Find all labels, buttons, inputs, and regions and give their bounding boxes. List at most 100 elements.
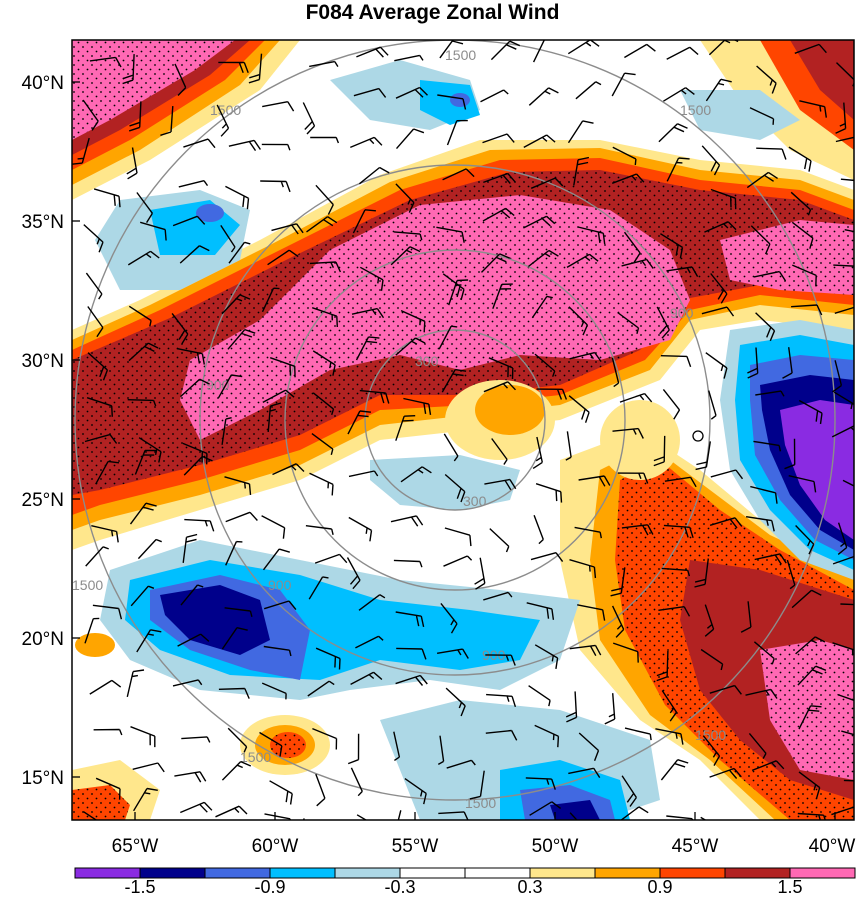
wind-barb bbox=[261, 682, 287, 700]
wind-barb bbox=[660, 759, 689, 781]
wind-barb bbox=[753, 641, 775, 665]
wind-barb bbox=[658, 123, 688, 143]
wind-barb bbox=[488, 357, 514, 380]
wind-barb bbox=[705, 352, 728, 379]
wind-barb bbox=[437, 735, 445, 766]
wind-barb bbox=[611, 72, 636, 97]
wind-barb bbox=[604, 693, 616, 725]
longitude-labels: 65°W 60°W 55°W 50°W 45°W 40°W bbox=[112, 836, 856, 857]
wind-barb bbox=[260, 180, 291, 193]
wind-barb bbox=[482, 207, 515, 222]
wind-barb bbox=[404, 778, 427, 805]
wind-barb bbox=[444, 527, 472, 547]
wind-barb bbox=[574, 526, 602, 539]
wind-barb bbox=[438, 811, 469, 820]
ring-label: 1500 bbox=[240, 749, 271, 765]
wind-barb bbox=[126, 669, 145, 698]
wind-barb bbox=[566, 253, 599, 269]
wind-barb bbox=[791, 589, 822, 609]
wind-barb bbox=[567, 120, 594, 144]
wind-barb bbox=[619, 392, 653, 403]
wind-barb bbox=[221, 627, 248, 650]
wind-barb bbox=[437, 94, 467, 110]
wind-barb bbox=[225, 540, 243, 566]
wind-barb bbox=[747, 347, 759, 379]
wind-barb bbox=[395, 183, 415, 213]
wind-barb bbox=[307, 680, 335, 697]
wind-barb bbox=[394, 54, 424, 62]
wind-barb bbox=[835, 136, 854, 143]
wind-barb bbox=[269, 357, 296, 378]
range-ring-outer bbox=[199, 164, 711, 676]
wind-barb bbox=[664, 476, 697, 488]
wind-barb bbox=[483, 172, 516, 184]
wind-barb bbox=[523, 134, 556, 149]
wind-barb bbox=[122, 54, 135, 85]
longitude-axis bbox=[134, 812, 836, 820]
wind-barb bbox=[130, 726, 156, 748]
wind-barb bbox=[395, 86, 428, 99]
wind-barb bbox=[353, 87, 387, 98]
wind-barb bbox=[666, 157, 690, 182]
wind-barb bbox=[228, 139, 261, 151]
wind-barb bbox=[180, 801, 213, 814]
lat-label: 20°N bbox=[22, 629, 64, 650]
wind-barb bbox=[577, 604, 606, 621]
wind-barb bbox=[624, 43, 656, 59]
wind-barb bbox=[755, 312, 776, 342]
wind-barb bbox=[395, 337, 426, 356]
latitude-labels: 40°N 35°N 30°N 25°N 20°N 15°N bbox=[22, 73, 64, 789]
wind-barb bbox=[351, 307, 385, 319]
wind-barb bbox=[355, 635, 384, 649]
lon-label: 50°W bbox=[532, 836, 579, 857]
wind-barb bbox=[82, 99, 99, 131]
wind-barb bbox=[710, 188, 737, 210]
range-rings bbox=[74, 40, 836, 801]
wind-barb bbox=[746, 171, 778, 189]
wind-barb bbox=[309, 472, 334, 496]
wind-barb bbox=[569, 812, 578, 820]
wind-barb bbox=[754, 553, 787, 565]
wind-barb bbox=[218, 687, 250, 699]
wind-barb bbox=[227, 328, 256, 350]
wind-barb bbox=[160, 106, 174, 136]
wind-barb bbox=[89, 679, 122, 695]
wind-barb bbox=[182, 533, 198, 563]
wind-barb bbox=[492, 283, 513, 309]
lat-label: 40°N bbox=[22, 73, 64, 94]
wind-barb bbox=[217, 374, 243, 399]
wind-barb bbox=[612, 427, 644, 439]
wind-barb bbox=[83, 811, 98, 820]
colorbar-tick-label: 1.5 bbox=[777, 877, 802, 897]
wind-barb bbox=[216, 104, 230, 137]
wind-barb bbox=[663, 524, 694, 539]
wind-barb bbox=[86, 397, 113, 417]
wind-barb bbox=[751, 760, 785, 772]
wind-barb bbox=[653, 435, 666, 467]
positive-wind-jet-core bbox=[72, 140, 854, 550]
wind-barb bbox=[306, 216, 338, 233]
wind-barb bbox=[529, 801, 562, 816]
negative-wind-north bbox=[95, 60, 800, 290]
wind-barb bbox=[795, 525, 815, 555]
wind-barb bbox=[443, 555, 473, 567]
wind-barb bbox=[315, 184, 334, 215]
wind-barb bbox=[704, 604, 715, 637]
colorbar-tick-label: -0.9 bbox=[254, 877, 285, 897]
wind-barb bbox=[215, 805, 248, 818]
colorbar-tick-label: 0.9 bbox=[647, 877, 672, 897]
wind-barb bbox=[750, 225, 771, 255]
wind-barb bbox=[347, 410, 371, 435]
wind-barb bbox=[610, 567, 626, 597]
wind-barb bbox=[137, 538, 162, 560]
wind-barb bbox=[833, 391, 854, 417]
wind-barb bbox=[832, 642, 854, 656]
wind-barb bbox=[655, 728, 684, 745]
wind-barb bbox=[448, 279, 469, 306]
wind-barb bbox=[92, 604, 123, 620]
wind-barb bbox=[93, 728, 123, 736]
wind-barb bbox=[486, 693, 517, 708]
wind-barb bbox=[128, 305, 152, 327]
ring-label: 300 bbox=[415, 353, 439, 369]
wind-barb bbox=[617, 311, 640, 334]
